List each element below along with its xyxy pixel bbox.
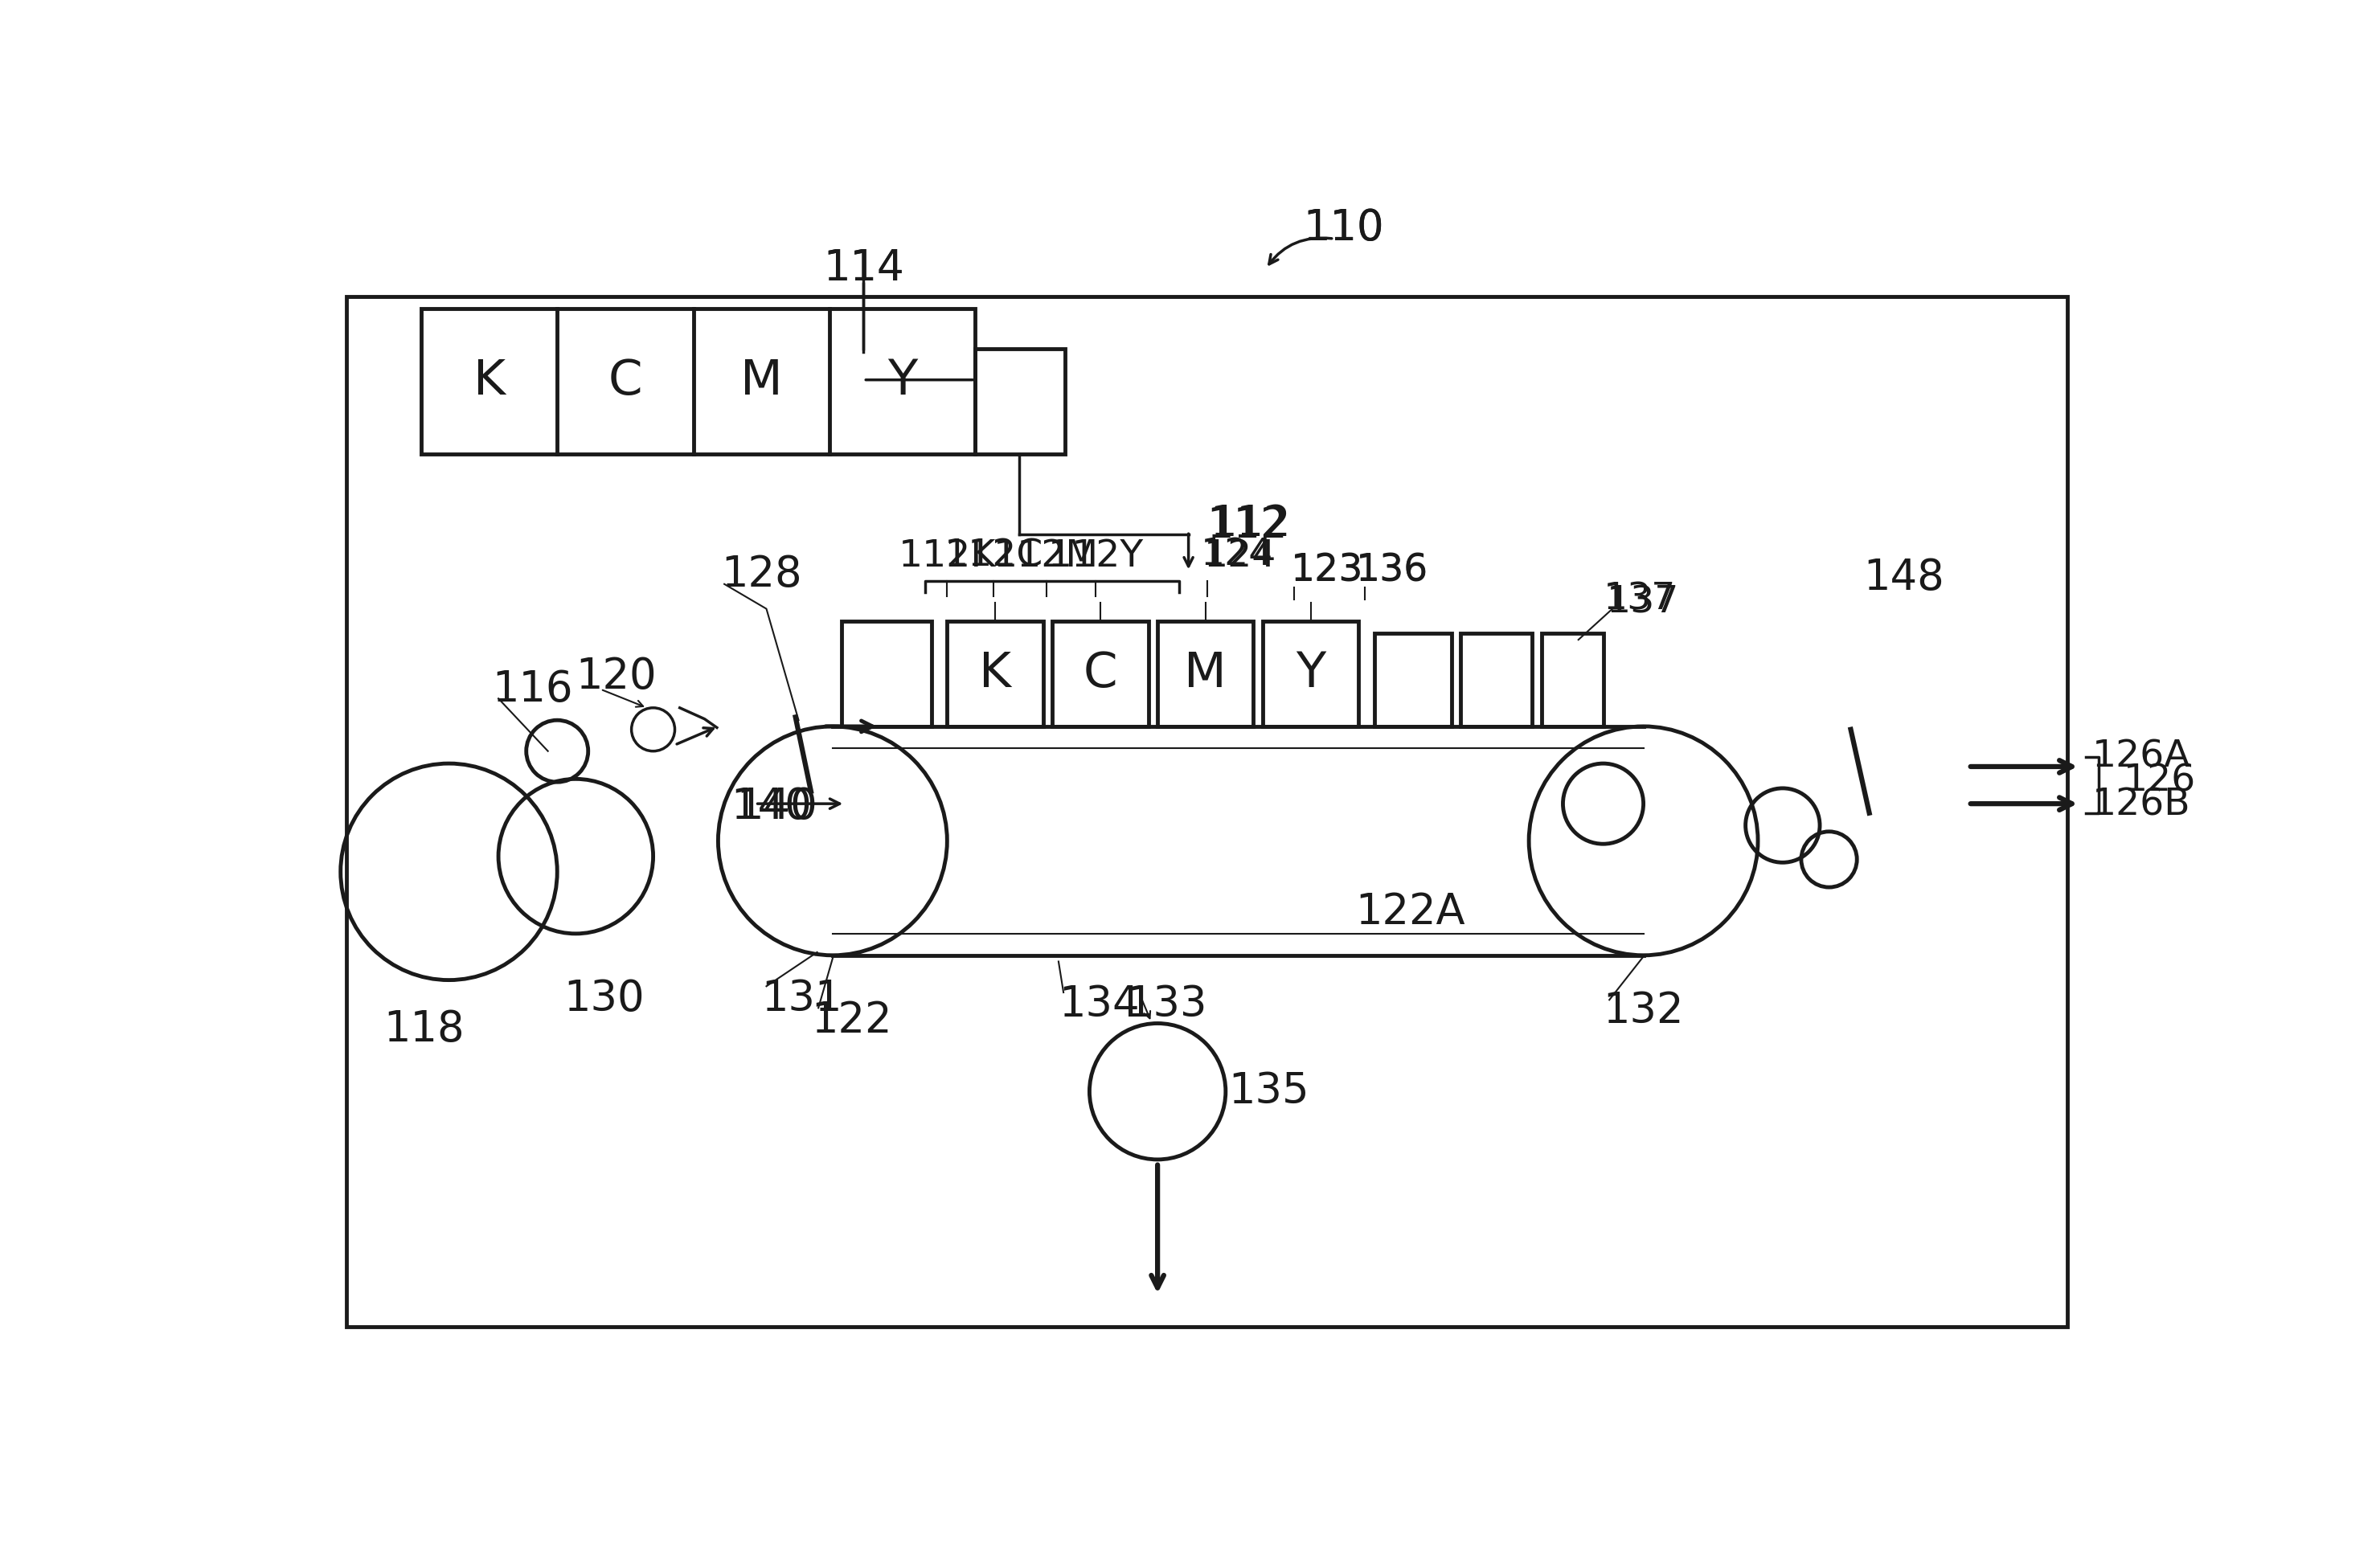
Text: 140: 140 [731, 787, 812, 827]
Text: 134: 134 [1059, 984, 1140, 1026]
Text: 126A: 126A [2092, 740, 2190, 776]
Text: K: K [474, 357, 505, 406]
Text: C: C [609, 357, 643, 406]
Text: K: K [978, 650, 1012, 697]
Text: M: M [740, 357, 783, 406]
Text: 131: 131 [762, 978, 843, 1020]
Text: 112Y: 112Y [1047, 537, 1142, 574]
Text: 124: 124 [1202, 537, 1273, 574]
Text: 122A: 122A [1357, 892, 1466, 932]
Text: 120: 120 [576, 657, 657, 697]
Text: 136: 136 [1357, 553, 1428, 589]
Text: C: C [1083, 650, 1119, 697]
Text: 136: 136 [1357, 552, 1428, 589]
Text: 137: 137 [1604, 581, 1676, 617]
Text: 123: 123 [1290, 553, 1364, 589]
Text: Y: Y [1295, 650, 1326, 697]
Text: 148: 148 [1864, 556, 1944, 599]
Text: 132: 132 [1604, 990, 1685, 1033]
Text: 110: 110 [1302, 207, 1383, 249]
Text: 112: 112 [1207, 505, 1288, 547]
Text: 122: 122 [812, 1000, 892, 1040]
Text: 114: 114 [823, 248, 904, 290]
Text: 133: 133 [1126, 984, 1207, 1026]
Text: 116: 116 [493, 669, 574, 710]
Text: 123: 123 [1290, 552, 1364, 589]
Text: 112C: 112C [945, 537, 1042, 574]
Text: 112: 112 [1209, 503, 1290, 545]
Text: Y: Y [888, 357, 916, 406]
Text: 135: 135 [1228, 1070, 1309, 1113]
Text: M: M [1185, 650, 1226, 697]
Text: 118: 118 [383, 1009, 464, 1050]
Text: 112M: 112M [992, 537, 1100, 574]
Text: 140: 140 [738, 787, 819, 827]
Text: 126: 126 [2123, 763, 2197, 799]
Text: 124: 124 [1204, 537, 1276, 574]
Text: 112K: 112K [897, 537, 995, 574]
Text: 110: 110 [1302, 207, 1383, 249]
Text: 130: 130 [564, 978, 645, 1020]
Text: 128: 128 [721, 553, 802, 595]
Text: 137: 137 [1607, 584, 1678, 621]
Text: 126B: 126B [2092, 788, 2190, 824]
Text: 114: 114 [823, 248, 904, 290]
